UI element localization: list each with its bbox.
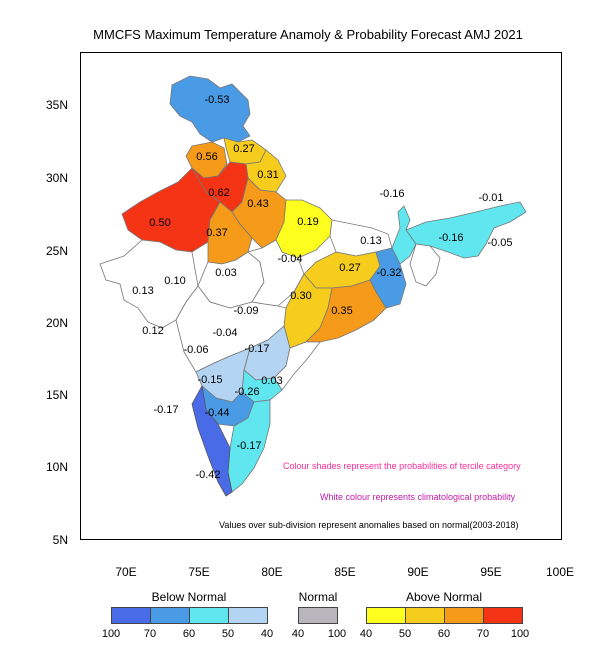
anomaly-value: -0.17 <box>153 404 179 416</box>
y-tick-20n: 20N <box>45 316 68 330</box>
plot-frame <box>80 52 562 540</box>
anomaly-value: -0.04 <box>212 327 238 339</box>
legend-above-normal-title: Above Normal <box>405 590 483 604</box>
region-odisha <box>305 279 387 343</box>
anomaly-value: -0.05 <box>487 237 513 249</box>
anomaly-value: -0.17 <box>244 343 270 355</box>
legend-tick: 40 <box>260 628 274 640</box>
anomaly-value: -0.04 <box>277 253 303 265</box>
anomaly-value: 0.27 <box>339 262 361 274</box>
anomaly-value: 0.43 <box>247 198 269 210</box>
anomaly-value: -0.17 <box>236 440 262 452</box>
anomaly-value: -0.16 <box>438 232 464 244</box>
anomaly-value: 0.13 <box>132 285 154 297</box>
legend-swatch-bn-70-60 <box>150 607 190 624</box>
anomaly-value: 0.37 <box>206 227 228 239</box>
anomaly-value: -0.44 <box>204 407 230 419</box>
region-east-up <box>275 199 333 259</box>
x-tick-90e: 90E <box>407 565 429 579</box>
y-tick-30n: 30N <box>45 171 68 185</box>
x-tick-85e: 85E <box>334 565 356 579</box>
legend-tick: 70 <box>143 628 157 640</box>
anomaly-value: 0.31 <box>257 169 279 181</box>
legend-tick: 40 <box>291 628 305 640</box>
y-tick-5n: 5N <box>52 533 68 547</box>
anomaly-value: 0.50 <box>149 217 171 229</box>
legend-tick: 100 <box>101 628 121 640</box>
region-jammu-kashmir <box>169 75 251 143</box>
region-tripura <box>409 243 441 287</box>
legend-swatch-bn-50-40 <box>228 607 268 624</box>
legend-tick: 100 <box>327 628 347 640</box>
legend-normal-title: Normal <box>298 590 338 604</box>
region-sub-himalayan-wb <box>391 205 417 265</box>
x-tick-80e: 80E <box>261 565 283 579</box>
region-kerala <box>191 384 233 497</box>
anomaly-value: 0.13 <box>360 235 382 247</box>
anomaly-value: 0.62 <box>208 187 230 199</box>
legend-swatch-an-40-50 <box>366 607 406 624</box>
legend-swatch-an-60-70 <box>444 607 484 624</box>
legend-swatch-bn-100-70 <box>111 607 151 624</box>
legend-swatch-an-50-60 <box>405 607 445 624</box>
legend-swatch-an-70-100 <box>483 607 523 624</box>
legend-swatch-bn-60-50 <box>189 607 229 624</box>
anomaly-value: 0.56 <box>196 151 218 163</box>
legend-tick: 50 <box>398 628 412 640</box>
legend-tick: 70 <box>476 628 490 640</box>
y-tick-25n: 25N <box>45 244 68 258</box>
anomaly-value: -0.06 <box>183 344 209 356</box>
anomaly-value: -0.53 <box>204 94 230 106</box>
anomaly-value: 0.30 <box>290 290 312 302</box>
note-white-colour: White colour represents climatological p… <box>320 492 516 502</box>
region-assam <box>405 201 527 259</box>
region-coastal-andhra <box>273 341 321 391</box>
anomaly-value: 0.10 <box>164 275 186 287</box>
legend-below-normal-title: Below Normal <box>151 590 227 604</box>
anomaly-value: 0.27 <box>233 143 255 155</box>
y-tick-35n: 35N <box>45 98 68 112</box>
legend-tick: 40 <box>359 628 373 640</box>
legend-swatch-normal <box>298 607 338 624</box>
anomaly-value: -0.26 <box>234 386 260 398</box>
anomaly-value: -0.09 <box>233 305 259 317</box>
legend-tick: 100 <box>510 628 530 640</box>
anomaly-value: 0.03 <box>261 375 283 387</box>
legend-tick: 60 <box>437 628 451 640</box>
anomaly-value: -0.16 <box>379 188 405 200</box>
y-tick-10n: 10N <box>45 460 68 474</box>
anomaly-value: 0.19 <box>297 216 319 228</box>
anomaly-value: 0.12 <box>142 325 164 337</box>
x-tick-100e: 100E <box>545 565 575 579</box>
map-title: MMCFS Maximum Temperature Anamoly & Prob… <box>93 27 523 42</box>
x-tick-70e: 70E <box>115 565 137 579</box>
anomaly-value: -0.15 <box>197 374 223 386</box>
anomaly-value: -0.32 <box>376 267 402 279</box>
anomaly-value: 0.35 <box>331 305 353 317</box>
x-tick-95e: 95E <box>480 565 502 579</box>
india-map <box>99 75 527 497</box>
anomaly-value: -0.42 <box>195 469 221 481</box>
legend-tick: 50 <box>221 628 235 640</box>
x-tick-75e: 75E <box>188 565 210 579</box>
anomaly-value: 0.03 <box>215 267 237 279</box>
note-colour-shades: Colour shades represent the probabilitie… <box>283 461 521 471</box>
anomaly-value: -0.01 <box>478 192 504 204</box>
note-values: Values over sub-division represent anoma… <box>219 520 519 530</box>
y-tick-15n: 15N <box>45 388 68 402</box>
legend-tick: 60 <box>182 628 196 640</box>
